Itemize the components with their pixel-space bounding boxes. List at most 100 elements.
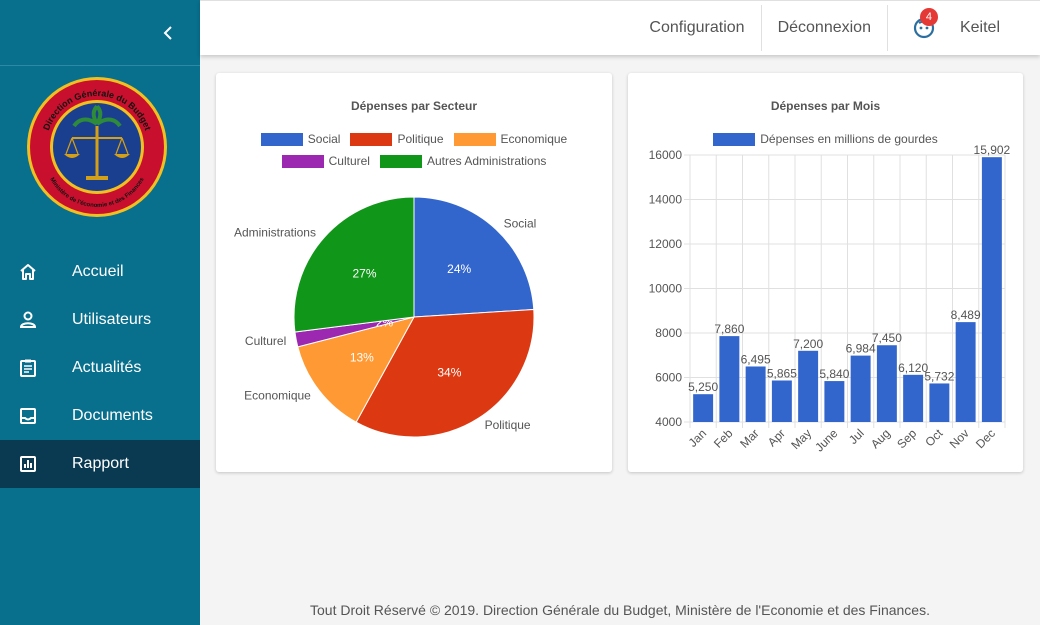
legend-label: Culturel <box>328 154 370 168</box>
pie-slice-administrations[interactable] <box>293 196 415 333</box>
sidebar-item-label: Actualités <box>72 359 142 376</box>
inbox-icon <box>0 406 72 426</box>
legend-swatch <box>713 132 756 146</box>
bar-value-label: 5,865 <box>767 367 797 381</box>
x-tick-label: Jul <box>846 426 867 447</box>
notification-badge: 4 <box>919 7 938 26</box>
bar-jul[interactable] <box>850 355 871 422</box>
notifications-button[interactable]: 4 <box>888 1 960 56</box>
bar-legend: Dépenses en millions de gourdes <box>628 132 1023 146</box>
legend-item-culturel[interactable]: Culturel <box>281 154 370 168</box>
pie-slice-social[interactable] <box>413 196 535 318</box>
bar-oct[interactable] <box>929 383 950 422</box>
top-bar: Configuration Déconnexion 4 Keitel <box>200 0 1040 55</box>
legend-item-social[interactable]: Social <box>260 132 341 146</box>
sidebar-item-actualites[interactable]: Actualités <box>0 344 200 392</box>
bar-value-label: 5,840 <box>819 367 849 381</box>
legend-item-politique[interactable]: Politique <box>350 132 444 146</box>
bar-feb[interactable] <box>719 336 740 422</box>
pie-chart: 24%Social34%Politique13%Economique2%Cult… <box>234 196 537 438</box>
pie-percent-label: 24% <box>447 262 471 276</box>
pie-slice-label: Economique <box>244 388 311 402</box>
pie-legend-row-1: Social Politique Economique <box>216 132 612 146</box>
sidebar-item-label: Documents <box>72 407 153 424</box>
y-tick-label: 8000 <box>655 326 682 340</box>
bar-chart-card: Dépenses par Mois Dépenses en millions d… <box>628 73 1023 472</box>
user-icon <box>0 310 72 330</box>
legend-swatch <box>281 154 324 168</box>
bar-nov[interactable] <box>955 322 976 422</box>
bar-value-label: 5,250 <box>688 380 718 394</box>
bar-value-label: 6,984 <box>846 342 876 356</box>
clipboard-icon <box>0 358 72 378</box>
pie-percent-label: 27% <box>352 266 376 280</box>
x-tick-label: Apr <box>765 426 788 449</box>
y-tick-label: 12000 <box>649 237 683 251</box>
pie-slice-label: Social <box>504 217 537 231</box>
sidebar-item-rapport[interactable]: Rapport <box>0 440 200 488</box>
sidebar-nav: Accueil Utilisateurs Actualités Document… <box>0 248 200 488</box>
pie-slice-label: Politique <box>485 418 531 432</box>
configuration-link[interactable]: Configuration <box>649 19 745 36</box>
bar-value-label: 7,860 <box>714 322 744 336</box>
sidebar-item-label: Accueil <box>72 263 124 280</box>
pie-slice-label: Culturel <box>245 334 286 348</box>
bar-dec[interactable] <box>981 157 1002 423</box>
x-tick-label: Oct <box>922 426 946 450</box>
sidebar-item-documents[interactable]: Documents <box>0 392 200 440</box>
home-icon <box>0 262 72 282</box>
legend-item-autres[interactable]: Autres Administrations <box>379 154 547 168</box>
footer-text: Tout Droit Réservé © 2019. Direction Gén… <box>310 602 930 618</box>
sidebar: Direction Générale du Budget Ministère d… <box>0 0 200 625</box>
bar-value-label: 15,902 <box>974 143 1011 157</box>
bar-sep[interactable] <box>903 374 924 422</box>
bar-mar[interactable] <box>745 366 766 422</box>
bar-june[interactable] <box>824 381 845 422</box>
legend-label: Politique <box>397 132 444 146</box>
logout-link[interactable]: Déconnexion <box>777 19 871 36</box>
legend-swatch <box>260 132 303 146</box>
legend-label: Dépenses en millions de gourdes <box>760 132 938 146</box>
sidebar-item-accueil[interactable]: Accueil <box>0 248 200 296</box>
bar-value-label: 6,495 <box>741 352 771 366</box>
pie-slice-economique[interactable] <box>297 316 415 423</box>
bar-aug[interactable] <box>876 345 897 422</box>
sidebar-header <box>0 0 200 66</box>
username[interactable]: Keitel <box>959 19 1000 36</box>
x-tick-label: Aug <box>868 426 893 451</box>
x-tick-label: Nov <box>947 426 972 451</box>
bar-chart-icon <box>0 454 72 474</box>
legend-swatch <box>350 132 393 146</box>
bar-may[interactable] <box>798 350 819 422</box>
y-tick-label: 10000 <box>649 282 683 296</box>
sidebar-item-label: Utilisateurs <box>72 311 152 328</box>
pie-legend-row-2: Culturel Autres Administrations <box>216 154 612 168</box>
pie-chart-title: Dépenses par Secteur <box>350 99 478 113</box>
bar-jan[interactable] <box>693 394 714 422</box>
collapse-sidebar-button[interactable] <box>158 22 178 44</box>
y-tick-label: 6000 <box>655 371 682 385</box>
divider <box>760 5 762 51</box>
y-tick-label: 14000 <box>649 193 683 207</box>
bar-chart-title: Dépenses par Mois <box>770 99 881 113</box>
logo: Direction Générale du Budget Ministère d… <box>26 76 168 218</box>
bar-value-label: 8,489 <box>951 308 981 322</box>
legend-label: Autres Administrations <box>426 154 547 168</box>
bar-apr[interactable] <box>771 380 792 422</box>
bar-value-label: 5,732 <box>924 369 954 383</box>
y-tick-label: 16000 <box>649 148 683 162</box>
pie-percent-label: 34% <box>437 366 461 380</box>
bar-chart: 16000 14000 12000 10000 8000 6000 4000 5,250 Jan… <box>649 143 1011 455</box>
y-tick-label: 4000 <box>655 415 682 429</box>
legend-item-economique[interactable]: Economique <box>453 132 567 146</box>
sidebar-item-utilisateurs[interactable]: Utilisateurs <box>0 296 200 344</box>
legend-item-depenses[interactable]: Dépenses en millions de gourdes <box>713 132 938 146</box>
x-tick-label: June <box>812 426 841 455</box>
bar-value-label: 7,450 <box>872 331 902 345</box>
x-tick-label: Feb <box>711 426 736 451</box>
legend-swatch <box>453 132 496 146</box>
bar-value-label: 7,200 <box>793 337 823 351</box>
x-tick-label: Jan <box>686 426 710 450</box>
chevron-left-icon <box>163 26 172 40</box>
legend-label: Social <box>307 132 341 146</box>
